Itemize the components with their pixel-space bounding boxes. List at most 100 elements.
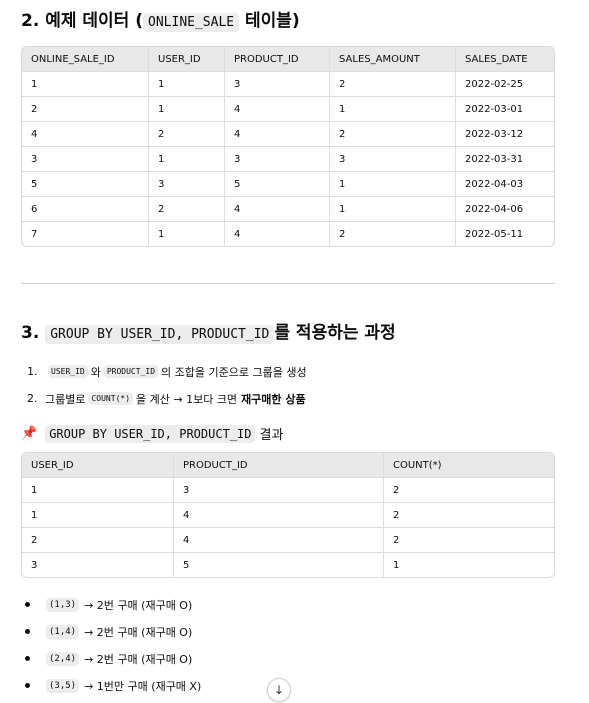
table-cell: 1: [330, 172, 456, 197]
table-row: 7 1 4 2 2022-05-11: [22, 222, 554, 246]
table-cell: 2: [149, 197, 225, 222]
bullet-dot: [25, 683, 30, 688]
table-row: 4 2 4 2 2022-03-12: [22, 122, 554, 147]
table-cell: 4: [22, 122, 149, 147]
numbered-steps-list: 1. USER_ID 와 PRODUCT_ID 의 조합을 기준으로 그룹을 생…: [27, 358, 307, 412]
list-text: → 2번 구매 (재구매 O): [84, 625, 193, 639]
table-cell: 4: [225, 97, 330, 122]
table-cell: 7: [22, 222, 149, 246]
table-cell: 1: [149, 147, 225, 172]
inline-code: USER_ID: [48, 365, 88, 378]
list-text: → 2번 구매 (재구매 O): [84, 652, 193, 666]
result-subheading: 📌 GROUP BY USER_ID, PRODUCT_ID 결과: [21, 424, 283, 443]
list-item: 1. USER_ID 와 PRODUCT_ID 의 조합을 기준으로 그룹을 생…: [27, 358, 307, 385]
table-cell: 2022-04-03: [456, 172, 554, 197]
table-cell: 4: [225, 122, 330, 147]
list-item: (1,4) → 2번 구매 (재구매 O): [25, 618, 201, 645]
table-cell: 1: [149, 222, 225, 246]
table-cell: 3: [149, 172, 225, 197]
heading-text: 3.: [21, 323, 46, 343]
bullet-dot: [25, 656, 30, 661]
list-item: (2,4) → 2번 구매 (재구매 O): [25, 645, 201, 672]
subheading-text: 결과: [259, 428, 284, 443]
table-cell: 3: [22, 147, 149, 172]
inline-code: COUNT(*): [88, 392, 134, 405]
column-header: ONLINE_SALE_ID: [22, 47, 149, 72]
table-cell: 3: [22, 553, 174, 577]
list-item: (3,5) → 1번만 구매 (재구매 X): [25, 672, 201, 699]
table-cell: 5: [22, 172, 149, 197]
column-header: USER_ID: [22, 453, 174, 478]
list-text: 와: [90, 365, 101, 379]
result-bullet-list: (1,3) → 2번 구매 (재구매 O) (1,4) → 2번 구매 (재구매 O…: [25, 591, 201, 699]
scroll-down-button[interactable]: ↓: [267, 678, 291, 702]
table-cell: 1: [22, 503, 174, 528]
table-header-row: USER_ID PRODUCT_ID COUNT(*): [22, 453, 554, 478]
list-text: → 1번만 구매 (재구매 X): [84, 679, 202, 693]
bullet-dot: [25, 629, 30, 634]
table-row: 1 1 3 2 2022-02-25: [22, 72, 554, 97]
table-cell: 2: [22, 528, 174, 553]
bullet-dot: [25, 602, 30, 607]
table-cell: 4: [225, 222, 330, 246]
heading-text: 테이블): [239, 11, 300, 31]
table-cell: 2: [384, 503, 554, 528]
column-header: COUNT(*): [384, 453, 554, 478]
list-item: (1,3) → 2번 구매 (재구매 O): [25, 591, 201, 618]
list-text: → 2번 구매 (재구매 O): [84, 598, 193, 612]
table-cell: 2022-04-06: [456, 197, 554, 222]
table-cell: 4: [225, 197, 330, 222]
inline-code: GROUP BY USER_ID, PRODUCT_ID: [45, 325, 275, 344]
list-text: 그룹별로: [45, 392, 86, 406]
heading-text: 를 적용하는 과정: [274, 323, 396, 343]
arrow-down-icon: ↓: [273, 683, 285, 697]
table-cell: 1: [22, 72, 149, 97]
column-header: USER_ID: [149, 47, 225, 72]
table-row: 5 3 5 1 2022-04-03: [22, 172, 554, 197]
table-cell: 6: [22, 197, 149, 222]
section-heading-group-by: 3. GROUP BY USER_ID, PRODUCT_ID 를 적용하는 과정: [21, 322, 396, 346]
table-cell: 3: [330, 147, 456, 172]
table-cell: 2022-03-31: [456, 147, 554, 172]
table-header-row: ONLINE_SALE_ID USER_ID PRODUCT_ID SALES_…: [22, 47, 554, 72]
table-cell: 3: [174, 478, 384, 503]
list-item: 2. 그룹별로 COUNT(*) 을 계산 → 1보다 크면 재구매한 상품: [27, 385, 307, 412]
table-cell: 2: [384, 478, 554, 503]
list-number: 1.: [27, 365, 38, 378]
pushpin-icon: 📌: [21, 426, 38, 441]
inline-code: (1,3): [46, 597, 80, 612]
inline-code: ONLINE_SALE: [143, 13, 240, 32]
table-cell: 1: [22, 478, 174, 503]
table-cell: 4: [174, 528, 384, 553]
table-cell: 3: [225, 72, 330, 97]
table-cell: 2: [330, 222, 456, 246]
table-cell: 1: [149, 97, 225, 122]
inline-code: (2,4): [46, 651, 80, 666]
heading-text: 2. 예제 데이터 (: [21, 11, 144, 31]
list-text: 을 계산 → 1보다 크면: [136, 392, 238, 406]
inline-code: GROUP BY USER_ID, PRODUCT_ID: [45, 424, 256, 443]
table-cell: 2022-03-12: [456, 122, 554, 147]
table-cell: 2: [330, 122, 456, 147]
table-cell: 1: [330, 97, 456, 122]
column-header: SALES_AMOUNT: [330, 47, 456, 72]
table-row: 2 1 4 1 2022-03-01: [22, 97, 554, 122]
table-cell: 3: [225, 147, 330, 172]
table-row: 3 1 3 3 2022-03-31: [22, 147, 554, 172]
list-text: 의 조합을 기준으로 그룹을 생성: [161, 365, 307, 379]
table-cell: 2: [149, 122, 225, 147]
table-row: 6 2 4 1 2022-04-06: [22, 197, 554, 222]
online-sale-table: ONLINE_SALE_ID USER_ID PRODUCT_ID SALES_…: [21, 46, 555, 247]
table-cell: 4: [174, 503, 384, 528]
table-cell: 1: [149, 72, 225, 97]
column-header: PRODUCT_ID: [225, 47, 330, 72]
table-cell: 2022-02-25: [456, 72, 554, 97]
table-cell: 5: [225, 172, 330, 197]
section-heading-example-data: 2. 예제 데이터 (ONLINE_SALE 테이블): [21, 10, 300, 34]
inline-code: (1,4): [46, 624, 80, 639]
table-cell: 2: [330, 72, 456, 97]
